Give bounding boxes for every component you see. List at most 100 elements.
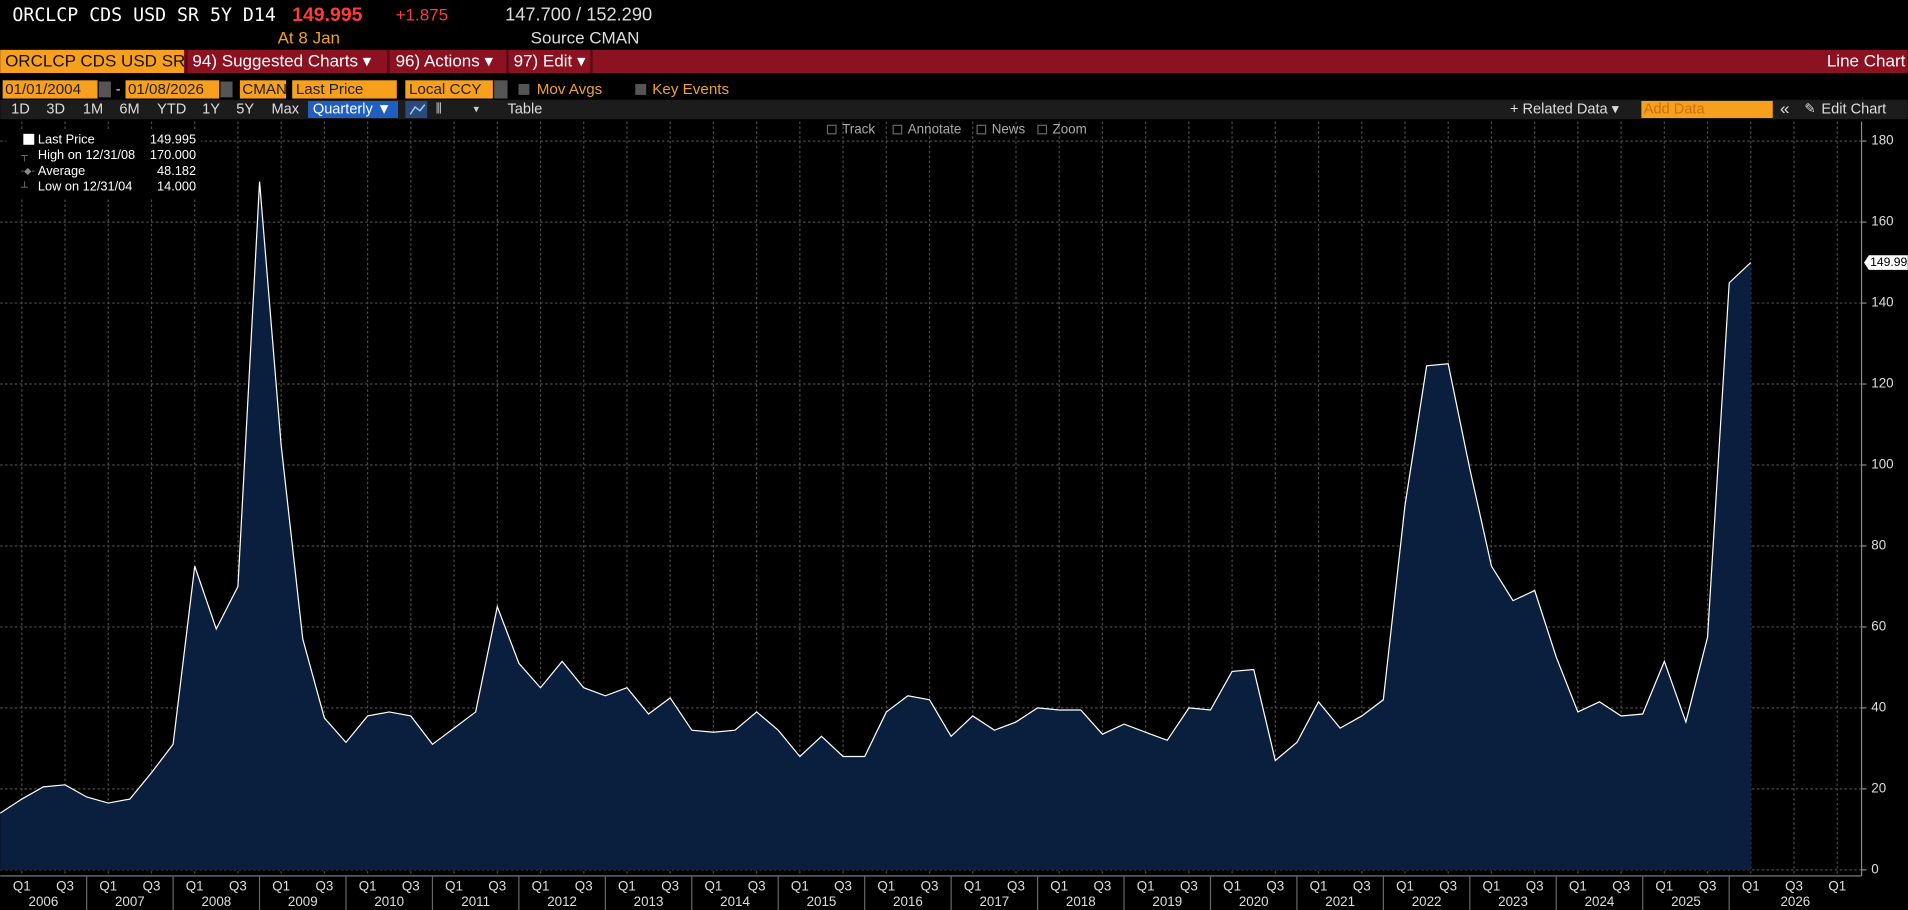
period-button[interactable]: 1Y [202,101,220,117]
legend-label: Average [38,163,85,178]
divider [590,49,593,73]
x-tick-label: Q3 [143,878,161,893]
menu-item[interactable]: 97) Edit ▾ [514,52,586,71]
x-tick-label: Q1 [964,878,982,893]
period-button[interactable]: 1D [11,101,30,117]
legend-value: 149.995 [150,131,196,146]
dash: - [116,82,121,98]
divider [185,49,188,73]
tool[interactable]: Zoom [1053,122,1087,137]
x-tick-label: Q1 [1223,878,1241,893]
last-value-tag [1864,255,1908,270]
dropdown-icon[interactable]: ▾ [473,103,479,115]
y-tick-label: 120 [1871,376,1893,391]
x-tick-label: Q3 [1526,878,1544,893]
year-label: 2026 [1780,894,1810,909]
year-label: 2015 [807,894,837,909]
y-tick-label: 160 [1871,214,1893,229]
collapse[interactable]: « [1780,99,1789,118]
add-data-input[interactable] [1641,100,1773,119]
period-button[interactable]: 5Y [236,101,254,117]
option: Mov Avgs [537,81,603,98]
frequency: Quarterly ▼ [313,101,391,117]
frequency-box[interactable] [307,100,399,119]
last-value: 149.995 [1870,255,1908,269]
currency-value: Local CCY [409,81,482,98]
checkbox[interactable] [635,83,647,95]
year-label: 2025 [1671,894,1701,909]
line [0,181,1752,814]
table-button[interactable]: Table [508,101,543,117]
field-input[interactable] [292,80,397,99]
year-label: 2009 [288,894,318,909]
x-tick-label: Q1 [704,878,722,893]
line-icon[interactable] [405,100,428,119]
dropdown[interactable] [494,80,508,99]
chart-type[interactable]: Line Chart [1827,52,1906,71]
related-data[interactable]: + Related Data ▾ [1510,101,1620,117]
source-input[interactable] [239,80,287,99]
x-tick-label: Q3 [402,878,420,893]
tool[interactable]: Track [842,122,875,137]
bar-icon[interactable]: ⫴ [436,101,442,117]
start-date: 01/01/2004 [5,81,81,98]
x-tick-label: Q3 [575,878,593,893]
date-input[interactable] [125,80,220,99]
menu-item[interactable]: 96) Actions ▾ [396,52,494,71]
year-label: 2024 [1585,894,1615,909]
y-tick-label: 0 [1871,861,1878,876]
x-tick-label: Q1 [1050,878,1068,893]
period-button[interactable]: Max [272,101,300,117]
price: 149.995 [292,4,362,26]
x-tick-label: Q3 [748,878,766,893]
legend: Last Price 149.995 ┬ High on 12/31/08 170.… [6,130,201,199]
year-label: 2008 [201,894,231,909]
x-tick-label: Q1 [1828,878,1846,893]
x-tick-label: Q1 [1396,878,1414,893]
year-label: 2012 [547,894,577,909]
end-date: 01/08/2026 [128,81,204,98]
period-button[interactable]: 6M [119,101,139,117]
calendar-icon[interactable] [220,81,233,98]
menu-item[interactable]: 94) Suggested Charts ▾ [192,52,371,71]
legend-label: Last Price [38,131,95,146]
x-tick-label: Q3 [1439,878,1457,893]
plot [0,181,1752,870]
y-tick-label: 140 [1871,295,1893,310]
legend-icon: ┴ [20,181,28,193]
x-tick-label: Q1 [618,878,636,893]
tool[interactable]: Annotate [908,122,962,137]
pencil-icon: ✎ [1804,101,1815,116]
legend-label: High on 12/31/08 [38,147,135,162]
y-tick-label: 100 [1871,457,1893,472]
x-tick-label: Q3 [1785,878,1803,893]
x-tick-label: Q1 [359,878,377,893]
x-tick-label: Q3 [1094,878,1112,893]
x-tick-label: Q1 [877,878,895,893]
edit-chart[interactable]: Edit Chart [1821,101,1886,117]
x-tick-label: Q3 [229,878,247,893]
year-label: 2014 [720,894,750,909]
x-tick-label: Q3 [1612,878,1630,893]
x-tick-label: Q1 [445,878,463,893]
y-tick-label: 60 [1871,618,1886,633]
period-button[interactable]: 3D [46,101,65,117]
menu-bar [0,49,1908,73]
period-button[interactable]: YTD [157,101,186,117]
x-tick-label: Q3 [1007,878,1025,893]
y-tick-label: 40 [1871,699,1886,714]
x-tick-label: Q1 [272,878,290,893]
date-input[interactable] [2,80,98,99]
security-box[interactable] [0,49,184,73]
period-button[interactable]: 1M [83,101,103,117]
checkbox[interactable] [518,83,530,95]
currency-input[interactable] [405,80,493,99]
x-tick-label: Q3 [56,878,74,893]
change: +1.875 [396,5,449,24]
tool[interactable]: News [992,122,1026,137]
calendar-icon[interactable] [98,81,111,98]
field-value: Last Price [296,81,364,98]
x-tick-label: Q1 [99,878,117,893]
